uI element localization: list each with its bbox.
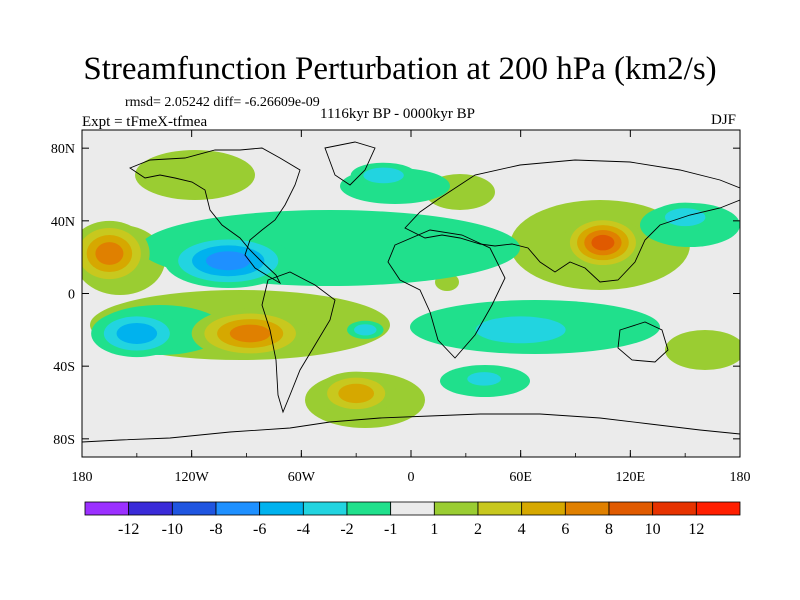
- antarctica-coast: [82, 413, 740, 443]
- map-area: [82, 130, 740, 457]
- lon-tick-label: 180: [72, 470, 93, 485]
- australia-coast: [617, 321, 669, 363]
- colorbar-swatch: [84, 501, 130, 516]
- stats-line: rmsd= 2.05242 diff= -6.26609e-09: [125, 95, 320, 110]
- contour-fill: [467, 372, 501, 386]
- experiment-label: Expt = tFmeX-tfmea: [82, 114, 208, 130]
- lat-tick-label: 80N: [51, 142, 75, 157]
- anomaly-centre: [347, 320, 384, 339]
- colorbar-label: -4: [297, 521, 310, 538]
- contour-fill: [205, 251, 251, 271]
- colorbar-label: 1: [430, 521, 438, 538]
- lat-tick-label: 40N: [51, 215, 75, 230]
- anomaly-centre: [315, 371, 397, 416]
- colorbar-swatch: [695, 501, 741, 516]
- colorbar-swatch: [346, 501, 392, 516]
- colorbar-label: -2: [340, 521, 353, 538]
- anomaly-centre: [350, 162, 417, 189]
- colorbar-label: 6: [561, 521, 569, 538]
- colorbar-swatch: [564, 501, 610, 516]
- colorbar-swatch: [652, 501, 697, 516]
- contour-fill: [229, 324, 271, 343]
- lon-tick-label: 60E: [509, 470, 532, 485]
- lon-tick-label: 120W: [175, 470, 210, 485]
- anomaly-centre: [456, 367, 512, 390]
- colorbar-swatch: [521, 501, 566, 516]
- contour-fill: [363, 167, 404, 184]
- season-label: DJF: [711, 112, 737, 128]
- colorbar-swatch: [390, 501, 435, 516]
- contour-fill: [95, 242, 124, 265]
- colorbar-label: 8: [605, 521, 613, 538]
- anomaly-centres: [82, 162, 719, 416]
- colorbar-label: 12: [688, 521, 704, 538]
- anomaly-centre: [447, 308, 594, 352]
- lat-tick-label: 0: [68, 288, 75, 303]
- colorbar-label: -12: [118, 521, 139, 538]
- colorbar-swatch: [477, 501, 523, 516]
- colorbar: -12 -10 -8 -6 -4 -2 -1 1 2 4 6 8 10 12: [84, 501, 741, 538]
- contour-fill: [354, 324, 377, 336]
- lat-tick-label: 40S: [53, 360, 75, 375]
- anomaly-centre: [91, 309, 183, 358]
- anomaly-centre: [562, 215, 644, 270]
- axes: 180 120W 60W 0 60E 120E 180 80N 40N 0 40S 80S: [51, 130, 751, 485]
- colorbar-swatch: [259, 501, 304, 516]
- north-america-coast: [129, 147, 301, 285]
- contour-fill: [116, 322, 158, 344]
- anomaly-centre: [82, 220, 150, 287]
- lon-tick-label: 120E: [616, 470, 646, 485]
- greenland-coast: [324, 141, 376, 186]
- period-label: 1116kyr BP - 0000kyr BP: [320, 106, 476, 122]
- colorbar-label: 4: [518, 521, 526, 538]
- lon-tick-label: 180: [730, 470, 751, 485]
- colorbar-swatch: [215, 501, 261, 516]
- south-america-coast: [261, 271, 336, 414]
- lon-tick-label: 0: [408, 470, 415, 485]
- colorbar-label: -6: [253, 521, 266, 538]
- contour-fill: [664, 208, 706, 227]
- lat-tick-label: 80S: [53, 433, 75, 448]
- colorbar-label: 10: [645, 521, 661, 538]
- colorbar-swatch: [171, 501, 217, 516]
- contour-fill: [591, 234, 615, 251]
- anomaly-centre: [164, 233, 293, 289]
- lon-tick-label: 60W: [288, 470, 316, 485]
- colorbar-label: 2: [474, 521, 482, 538]
- anomaly-centre: [191, 308, 309, 359]
- colorbar-swatch: [608, 501, 654, 516]
- colorbar-label: -8: [209, 521, 222, 538]
- contour-fill: [338, 383, 375, 404]
- colorbar-swatch: [128, 501, 173, 516]
- plot-title: Streamfunction Perturbation at 200 hPa (…: [83, 51, 717, 87]
- coastlines: [82, 141, 740, 443]
- colorbar-swatch: [302, 501, 348, 516]
- africa-coast: [387, 229, 506, 359]
- colorbar-label: -1: [384, 521, 397, 538]
- colorbar-swatch: [433, 501, 479, 516]
- contour-fill: [475, 316, 566, 344]
- colorbar-label: -10: [162, 521, 183, 538]
- eurasia-coast: [404, 159, 740, 283]
- anomaly-centre: [652, 202, 719, 232]
